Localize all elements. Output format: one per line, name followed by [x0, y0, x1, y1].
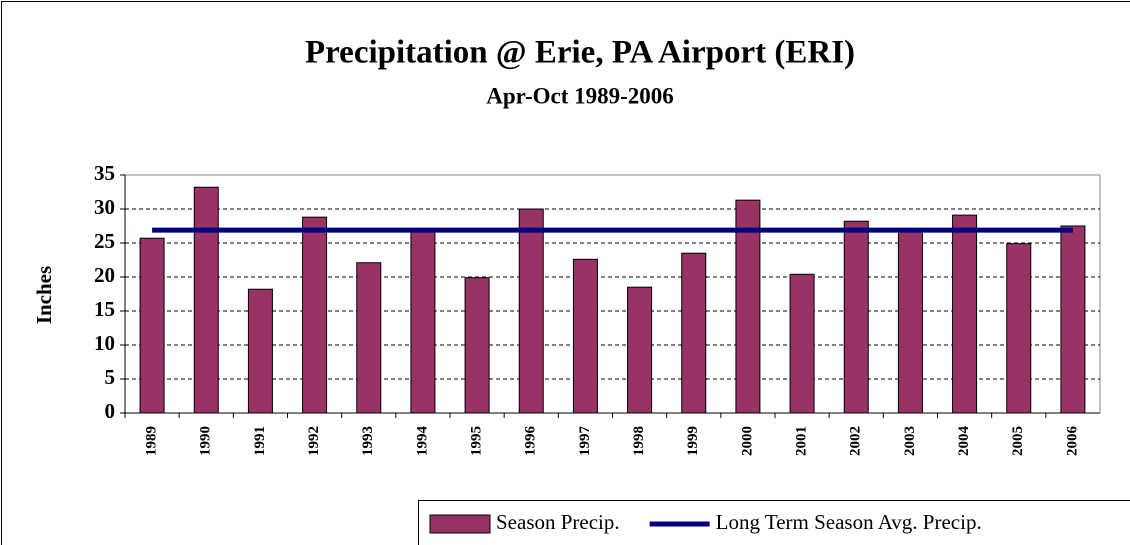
x-tick-label: 2003: [902, 426, 918, 456]
bar: [302, 216, 328, 414]
y-tick-label: 15: [94, 297, 115, 321]
bar: [464, 277, 490, 414]
x-tick-label: 1990: [198, 426, 214, 456]
y-tick-label: 25: [94, 229, 115, 253]
x-tick-label: 1992: [306, 426, 322, 456]
x-tick-label: 1991: [252, 426, 268, 456]
bar: [735, 199, 761, 414]
y-tick-label: 20: [94, 263, 115, 287]
bar: [627, 286, 653, 414]
chart-subtitle: Apr-Oct 1989-2006: [486, 83, 674, 108]
chart-title: Precipitation @ Erie, PA Airport (ERI): [305, 35, 855, 71]
x-tick-label: 1994: [414, 426, 430, 457]
y-axis-label: Inches: [32, 266, 56, 324]
bar: [897, 229, 923, 414]
y-tick-label: 5: [105, 365, 116, 389]
x-tick-label: 1993: [360, 426, 376, 456]
x-tick-label: 2005: [1010, 426, 1026, 456]
x-tick-label: 2002: [848, 426, 864, 456]
bar: [1006, 243, 1032, 414]
x-tick-label: 2004: [956, 426, 972, 457]
x-tick-label: 1995: [469, 426, 485, 456]
x-tick-label: 1998: [631, 426, 647, 456]
bar: [193, 186, 219, 414]
bar: [1060, 225, 1086, 414]
x-tick-label: 2000: [739, 426, 755, 456]
legend-box: [418, 500, 1130, 545]
y-tick-label: 30: [94, 195, 115, 219]
x-tick-label: 1997: [577, 426, 593, 457]
bar: [356, 262, 382, 414]
x-tick-label: 1999: [685, 426, 701, 456]
bar: [139, 237, 165, 414]
x-tick-label: 2001: [794, 426, 810, 456]
legend-label: Season Precip.: [496, 510, 620, 534]
y-tick-label: 10: [94, 331, 115, 355]
bar: [843, 220, 869, 414]
y-tick-label: 35: [94, 161, 115, 185]
legend-label: Long Term Season Avg. Precip.: [716, 510, 982, 534]
x-tick-label: 2006: [1064, 426, 1080, 457]
bar: [789, 273, 815, 414]
bar: [572, 258, 598, 414]
y-tick-label: 0: [105, 399, 116, 423]
x-tick-label: 1996: [523, 426, 539, 457]
bar: [518, 208, 544, 414]
x-tick-label: 1989: [144, 426, 160, 456]
legend-swatch: [429, 514, 491, 534]
bar: [410, 229, 436, 414]
bar: [681, 252, 707, 414]
plot-area: [124, 174, 1101, 414]
bar: [247, 288, 273, 414]
bar: [952, 214, 978, 414]
